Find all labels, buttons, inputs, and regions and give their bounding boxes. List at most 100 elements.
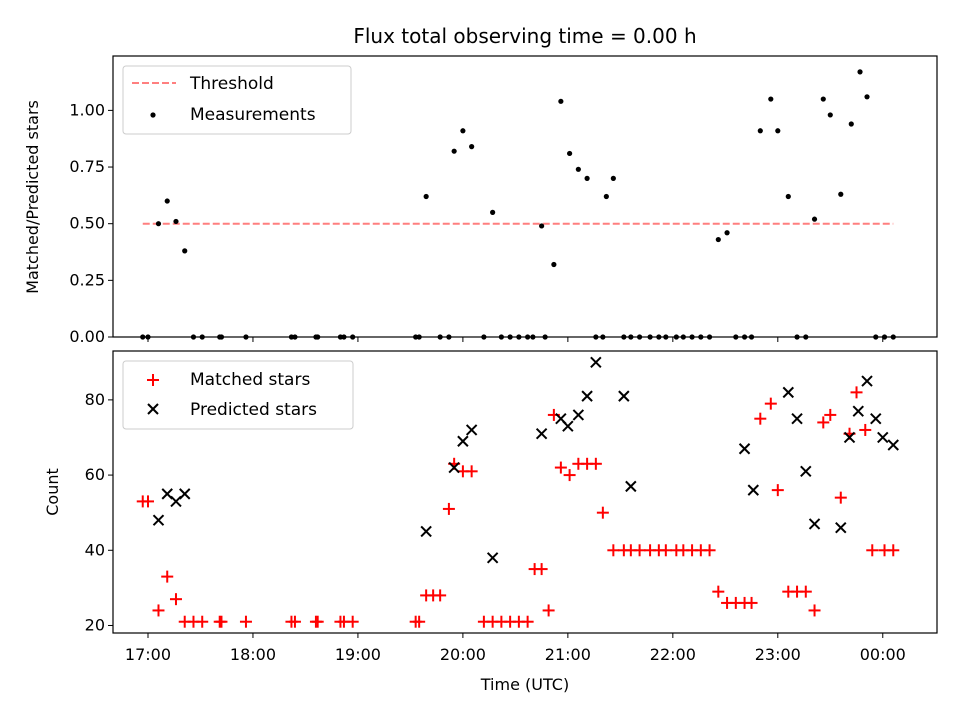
measurement-point (490, 209, 496, 215)
measurement-point (539, 223, 545, 229)
predicted-point (420, 525, 432, 538)
bottom-x-tick-label: 17:00 (125, 645, 171, 664)
bottom-x-ticks: 17:00 18:00 19:00 20:00 21:00 22:00 23:00 00:00 (125, 633, 906, 664)
measurement-point (567, 150, 573, 157)
measurement-point (864, 94, 870, 100)
top-legend-box (122, 65, 352, 135)
top-y-tick-label: 0.25 (69, 270, 105, 289)
bottom-legend: Matched stars Predicted stars (122, 360, 354, 430)
bottom-y-tick-label: 40 (85, 540, 105, 559)
matched-point (346, 615, 359, 628)
chart-title: Flux total observing time = 0.00 h (353, 24, 696, 48)
predicted-point (448, 461, 460, 474)
top-x-ticks (147, 337, 884, 342)
bottom-x-tick-label: 22:00 (650, 645, 696, 664)
measurement-point (724, 230, 730, 236)
matched-point (239, 615, 252, 628)
measurement-point (838, 191, 844, 197)
bottom-y-tick-label: 80 (85, 390, 105, 409)
measurement-point (857, 69, 863, 75)
matched-point (887, 544, 900, 557)
legend-predicted-swatch (147, 403, 159, 415)
bottom-y-axis-label: Count (43, 468, 62, 516)
predicted-point (465, 424, 478, 436)
measurement-point (469, 144, 475, 150)
top-marks (140, 69, 896, 340)
matched-point (859, 423, 872, 436)
top-panel: 0.00 0.25 0.50 0.75 1.00 Matched/Predicted s… (23, 55, 938, 346)
measurement-point (173, 218, 179, 225)
predicted-point (852, 405, 864, 417)
matched-point (764, 397, 777, 410)
matched-point (596, 506, 609, 519)
measurement-point (820, 96, 826, 102)
measurement-point (775, 128, 781, 134)
predicted-point (800, 465, 812, 478)
measurement-point (827, 112, 833, 118)
legend-matched-label: Matched stars (190, 370, 310, 390)
matched-point (633, 544, 646, 557)
matched-point (196, 615, 209, 628)
predicted-point (870, 412, 882, 425)
bottom-panel: 20 40 60 80 17:00 18:00 19:00 20:00 21:00 22:00 2… (43, 350, 938, 694)
measurement-point (848, 121, 854, 127)
predicted-point (562, 420, 574, 432)
measurement-point (757, 128, 763, 134)
top-y-ticks: 0.00 0.25 0.50 0.75 1.00 (69, 100, 113, 346)
measurement-point (785, 193, 791, 200)
matched-point (521, 615, 534, 628)
matched-point (712, 585, 725, 598)
bottom-x-tick-label: 21:00 (545, 645, 591, 664)
matched-point (141, 495, 154, 508)
matched-point (413, 615, 426, 628)
measurement-point (182, 248, 188, 254)
matched-point (288, 615, 301, 628)
predicted-point (791, 412, 803, 425)
bottom-x-tick-label: 00:00 (860, 645, 906, 664)
bottom-x-tick-label: 19:00 (335, 645, 381, 664)
bottom-y-ticks: 20 40 60 80 (85, 390, 113, 634)
bottom-x-tick-label: 23:00 (755, 645, 801, 664)
legend-measurements-label: Measurements (190, 105, 316, 125)
bottom-x-tick-label: 20:00 (440, 645, 486, 664)
top-y-tick-label: 0.50 (69, 214, 105, 233)
measurement-point (610, 175, 616, 181)
top-y-tick-label: 0.00 (69, 327, 105, 346)
measurement-point (768, 96, 774, 102)
measurement-point (575, 166, 581, 172)
measurement-point (423, 193, 429, 200)
predicted-point (887, 439, 899, 451)
matched-point (311, 615, 324, 628)
matched-point (754, 412, 767, 425)
matched-point (563, 469, 576, 482)
matched-point (215, 615, 228, 628)
predicted-point (572, 409, 585, 421)
top-y-tick-label: 0.75 (69, 157, 105, 176)
predicted-point (179, 488, 191, 500)
measurement-point (551, 261, 557, 268)
top-legend: Threshold Measurements (122, 65, 352, 135)
top-y-axis-label: Matched/Predicted stars (23, 100, 42, 294)
predicted-point (152, 514, 165, 526)
measurement-point (155, 221, 162, 227)
top-plot-frame (112, 55, 938, 338)
measurement-point (584, 175, 590, 181)
matched-point (169, 593, 182, 606)
matched-point (152, 604, 165, 617)
matched-point (161, 570, 174, 583)
predicted-point (877, 431, 889, 444)
measurement-point (164, 198, 170, 204)
measurement-point (715, 236, 721, 243)
predicted-point (782, 386, 795, 399)
matched-point (850, 386, 863, 399)
bottom-x-tick-label: 18:00 (230, 645, 276, 664)
matched-point (799, 585, 812, 598)
matched-point (808, 604, 821, 617)
predicted-point (747, 484, 760, 496)
matched-point (659, 544, 672, 557)
predicted-point (590, 356, 602, 368)
top-y-tick-label: 1.00 (69, 100, 105, 119)
legend-measurements-swatch (150, 112, 156, 118)
matched-point (745, 596, 758, 609)
